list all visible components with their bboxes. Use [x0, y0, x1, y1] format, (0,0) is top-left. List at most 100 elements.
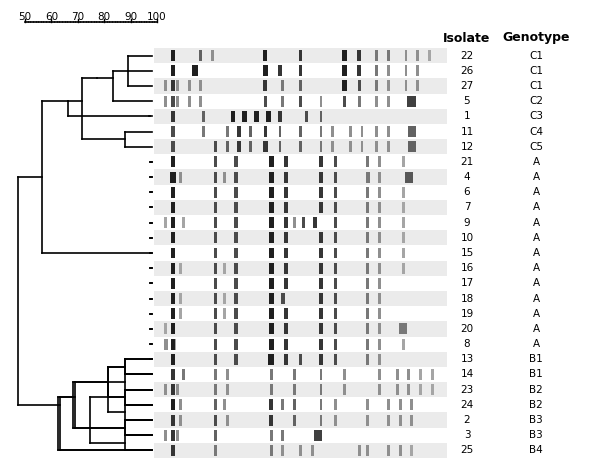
Text: 8: 8: [464, 339, 470, 349]
Bar: [154, 443, 447, 458]
Bar: [270, 445, 272, 456]
Bar: [378, 293, 381, 304]
Bar: [214, 263, 217, 274]
Bar: [234, 233, 238, 243]
Bar: [387, 141, 390, 152]
Bar: [319, 233, 323, 243]
Bar: [401, 157, 404, 167]
Bar: [269, 157, 274, 167]
Bar: [410, 399, 413, 411]
Bar: [269, 263, 274, 274]
Text: 24: 24: [460, 400, 473, 410]
Text: A: A: [532, 187, 539, 197]
Bar: [299, 141, 302, 152]
Bar: [334, 323, 337, 335]
Bar: [263, 96, 267, 107]
Bar: [375, 96, 378, 107]
Bar: [176, 430, 179, 441]
Bar: [378, 187, 381, 198]
Bar: [226, 384, 229, 395]
Bar: [358, 65, 361, 76]
Text: 19: 19: [460, 309, 473, 319]
Bar: [269, 217, 274, 228]
Bar: [400, 323, 407, 335]
Bar: [154, 139, 447, 154]
Text: 2: 2: [464, 415, 470, 425]
Bar: [214, 247, 217, 259]
Bar: [375, 141, 378, 152]
Text: C4: C4: [529, 126, 543, 137]
Bar: [401, 233, 404, 243]
Bar: [211, 50, 214, 61]
Bar: [375, 81, 378, 91]
Bar: [299, 65, 302, 76]
Bar: [278, 141, 281, 152]
Bar: [171, 96, 175, 107]
Bar: [154, 109, 447, 124]
Bar: [269, 202, 274, 213]
Text: 60: 60: [45, 12, 58, 22]
Bar: [226, 126, 229, 137]
Bar: [367, 339, 370, 350]
Bar: [171, 141, 175, 152]
Bar: [214, 141, 217, 152]
Text: 50: 50: [19, 12, 32, 22]
Bar: [154, 48, 447, 63]
Bar: [154, 230, 447, 246]
Bar: [171, 247, 175, 259]
Bar: [231, 111, 235, 122]
Bar: [164, 81, 167, 91]
Bar: [171, 354, 175, 365]
Text: 12: 12: [460, 142, 473, 152]
Text: 9: 9: [464, 218, 470, 227]
Bar: [334, 247, 337, 259]
Text: 21: 21: [460, 157, 473, 167]
Bar: [223, 399, 226, 411]
Text: A: A: [532, 294, 539, 303]
Bar: [269, 233, 274, 243]
Text: 5: 5: [464, 96, 470, 106]
Bar: [226, 369, 229, 380]
Text: 18: 18: [460, 294, 473, 303]
Bar: [284, 202, 287, 213]
Bar: [171, 384, 175, 395]
Bar: [171, 202, 175, 213]
Text: 4: 4: [464, 172, 470, 182]
Bar: [334, 171, 337, 183]
Bar: [358, 50, 361, 61]
Bar: [179, 293, 182, 304]
Bar: [269, 308, 274, 319]
Text: A: A: [532, 324, 539, 334]
Bar: [171, 415, 175, 425]
Bar: [171, 81, 175, 91]
Bar: [234, 202, 238, 213]
Bar: [319, 202, 323, 213]
Bar: [367, 233, 370, 243]
Bar: [171, 278, 175, 289]
Text: B1: B1: [529, 354, 543, 364]
Text: 25: 25: [460, 445, 473, 455]
Text: C1: C1: [529, 51, 543, 61]
Bar: [320, 415, 322, 425]
Bar: [171, 399, 175, 411]
Text: 11: 11: [460, 126, 473, 137]
Bar: [299, 50, 302, 61]
Bar: [410, 445, 413, 456]
Bar: [154, 170, 447, 185]
Bar: [234, 263, 238, 274]
Bar: [223, 171, 226, 183]
Bar: [234, 247, 238, 259]
Bar: [378, 278, 381, 289]
Text: 20: 20: [460, 324, 473, 334]
Text: 80: 80: [98, 12, 111, 22]
Bar: [299, 445, 302, 456]
Text: 27: 27: [460, 81, 473, 91]
Bar: [342, 50, 347, 61]
Bar: [284, 233, 287, 243]
Bar: [199, 81, 202, 91]
Bar: [234, 293, 238, 304]
Bar: [404, 81, 407, 91]
Bar: [171, 263, 175, 274]
Bar: [263, 141, 268, 152]
Text: C1: C1: [529, 81, 543, 91]
